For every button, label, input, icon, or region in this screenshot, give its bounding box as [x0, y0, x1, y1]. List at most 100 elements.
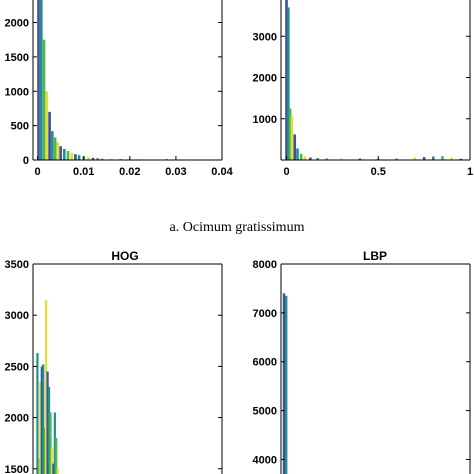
bar — [45, 299, 48, 474]
x-tick-label: 0.04 — [211, 166, 233, 178]
bar — [42, 364, 45, 474]
bar — [53, 137, 57, 160]
y-tick-label: 0 — [23, 155, 29, 167]
panel-title-hog: HOG — [111, 249, 138, 263]
bar — [55, 438, 58, 474]
y-tick-label: 3500 — [5, 259, 29, 271]
bar — [47, 386, 51, 474]
bar — [45, 91, 49, 160]
y-tick-label: 8000 — [253, 259, 277, 271]
bar — [48, 111, 51, 161]
panel-title-lbp: LBP — [363, 249, 387, 263]
bar — [37, 458, 40, 474]
bar — [110, 158, 113, 160]
x-tick-label: 0.5 — [371, 166, 386, 178]
y-tick-label: 3000 — [5, 310, 29, 322]
bar — [309, 157, 312, 160]
bar — [36, 353, 39, 474]
bar — [40, 0, 43, 160]
bar — [43, 427, 46, 474]
ticks-group: 0 500 1000 1500 2000 0 0.01 0.02 0.03 0.04 — [5, 18, 234, 179]
bar — [413, 157, 417, 160]
bar — [441, 156, 444, 160]
bar — [39, 381, 42, 474]
ticks-group: 4000 5000 6000 7000 8000 — [253, 259, 470, 466]
bar — [285, 0, 288, 160]
bars-group — [285, 0, 463, 161]
bar — [303, 156, 307, 160]
bars-group — [282, 293, 288, 474]
x-tick-label: 0.03 — [165, 166, 186, 178]
bar — [293, 134, 297, 160]
bar — [56, 142, 60, 161]
bar — [282, 293, 286, 474]
y-tick-label: 1500 — [5, 464, 29, 474]
bar — [63, 149, 66, 160]
bar — [66, 151, 70, 160]
y-tick-label: 4000 — [253, 454, 277, 466]
histogram-panel-lbp: LBP 4000 5000 6000 7000 8000 — [253, 249, 471, 474]
axes-frame — [280, 0, 471, 161]
bar — [325, 158, 329, 160]
bar — [49, 412, 52, 474]
histogram-panel-top-right: 1000 2000 3000 0 0.5 1 — [253, 0, 474, 178]
y-tick-label: 2500 — [5, 361, 29, 373]
bar — [100, 158, 104, 161]
bar — [299, 153, 303, 160]
bar — [51, 131, 54, 161]
bar — [91, 157, 95, 160]
bars-group — [34, 299, 59, 474]
bar — [77, 155, 81, 160]
figure-caption: a. Ocimum gratissimum — [170, 220, 305, 235]
bar — [285, 295, 288, 474]
bar — [395, 158, 398, 160]
bar — [290, 116, 294, 160]
bar — [70, 152, 74, 160]
bar — [74, 154, 77, 160]
axes-frame — [32, 0, 223, 161]
bar — [42, 39, 46, 160]
x-tick-label: 0 — [283, 166, 289, 178]
bar — [50, 448, 54, 474]
bar — [450, 157, 453, 160]
y-tick-label: 1000 — [253, 114, 277, 126]
histogram-panel-top-left: 0 500 1000 1500 2000 0 0.01 0.02 0.03 0.04 — [5, 0, 234, 178]
y-tick-label: 1500 — [5, 52, 29, 64]
y-tick-label: 6000 — [253, 357, 277, 369]
y-tick-label: 1000 — [5, 86, 29, 98]
bar — [87, 157, 90, 160]
bar — [40, 366, 43, 474]
y-tick-label: 3000 — [253, 31, 277, 43]
bars-group — [37, 0, 205, 161]
y-tick-label: 2000 — [253, 73, 277, 85]
bar — [52, 463, 55, 474]
x-tick-label: 1 — [467, 166, 473, 178]
bar — [53, 412, 56, 474]
axes-frame — [32, 263, 223, 474]
bar — [422, 157, 426, 160]
bar — [296, 148, 299, 160]
bar — [96, 158, 99, 160]
ticks-group: 1000 2000 3000 0 0.5 1 — [253, 31, 474, 178]
bar — [459, 158, 463, 160]
y-tick-label: 500 — [11, 121, 29, 133]
bar — [316, 158, 319, 160]
bar — [340, 158, 343, 160]
x-tick-label: 0.01 — [73, 166, 94, 178]
bar — [288, 108, 292, 160]
axes-frame — [280, 263, 471, 474]
histogram-panel-hog: HOG 1500 2000 2500 3000 3500 — [5, 249, 223, 474]
bar — [46, 371, 49, 474]
bar — [432, 156, 435, 160]
y-tick-label: 7000 — [253, 308, 277, 320]
bar — [358, 158, 362, 160]
bar — [287, 7, 290, 161]
y-tick-label: 2000 — [5, 18, 29, 30]
ticks-group: 1500 2000 2500 3000 3500 — [5, 259, 222, 474]
bar — [37, 0, 40, 160]
y-tick-label: 2000 — [5, 413, 29, 425]
bar — [59, 146, 62, 160]
bar — [56, 468, 59, 474]
y-tick-label: 5000 — [253, 406, 277, 418]
